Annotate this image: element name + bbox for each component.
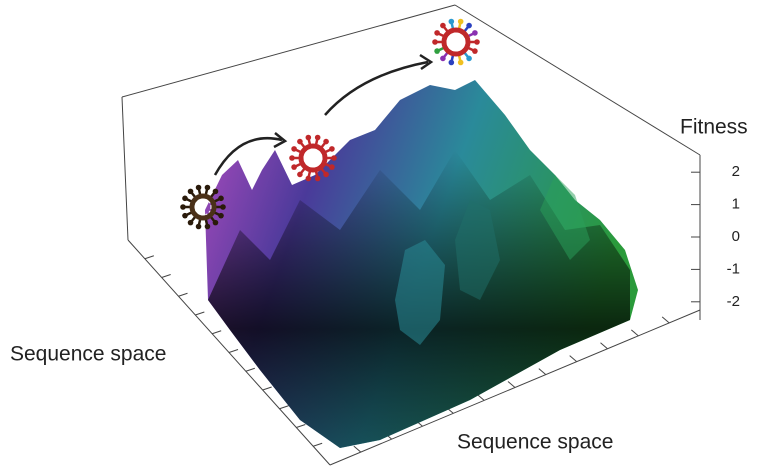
floor-tick [280, 406, 289, 409]
floor-tick [354, 446, 361, 452]
floor-tick [212, 331, 221, 334]
virus-spike-tip [218, 213, 224, 219]
virus-spike-tip [329, 164, 335, 170]
virus-spike-tip [440, 56, 446, 62]
virus-spike-tip [306, 176, 312, 182]
virus-spike-tip [196, 224, 202, 230]
z-tick-label: -1 [727, 260, 740, 277]
virus-spike-tip [458, 60, 464, 66]
floor-tick [263, 387, 272, 390]
virus-spike-tip [434, 48, 440, 54]
virus-spike-tip [196, 185, 202, 191]
virus-spike-tip [180, 204, 186, 210]
virus-spike-tip [182, 196, 188, 202]
virus-spike-tip [329, 146, 335, 152]
virus-spike-tip [218, 196, 224, 202]
floor-tick [179, 293, 188, 296]
floor-tick [508, 382, 515, 388]
z-tick-label: -2 [727, 293, 740, 310]
virus-spike-tip [434, 30, 440, 36]
virus-spike-tip [315, 135, 321, 141]
floor-tick [570, 356, 577, 362]
y-axis-label: Sequence space [457, 431, 613, 454]
virus-spike-tip [297, 139, 303, 145]
virus-spike-tip [472, 48, 478, 54]
virus-spike-tip [220, 204, 226, 210]
virus-body [304, 149, 322, 167]
z-tick-label: 1 [732, 196, 740, 213]
floor-tick [145, 256, 154, 259]
virus-spike-tip [323, 172, 329, 178]
virus-spike-tip [297, 172, 303, 178]
z-axis-label: Fitness [680, 116, 748, 139]
virus-spike-tip [213, 189, 219, 195]
fitness-surface [205, 80, 638, 448]
virus-spike-tip [289, 155, 295, 161]
floor-tick [195, 312, 204, 315]
z-tick-label: 0 [732, 228, 740, 245]
virus-spike-tip [440, 23, 446, 29]
virus-spike-tip [449, 60, 455, 66]
z-axis: 2 1 0 -1 -2 [691, 163, 740, 310]
virus-spike-tip [331, 155, 337, 161]
virus-spike-tip [205, 224, 211, 230]
virus-spike-tip [182, 213, 188, 219]
virus-spike-tip [449, 19, 455, 25]
virus-spike-tip [291, 146, 297, 152]
virus-spike-tip [188, 220, 194, 226]
virus-spike-tip [323, 139, 329, 145]
virus-spike-tip [472, 30, 478, 36]
floor-tick [631, 330, 638, 336]
virus-spike-tip [306, 135, 312, 141]
virus-body [444, 30, 468, 54]
floor-tick [296, 425, 305, 428]
floor-tick [601, 343, 608, 349]
virus-spike-tip [291, 164, 297, 170]
virus-spike-tip [213, 220, 219, 226]
virus-spike-tip [458, 19, 464, 25]
virus-body [301, 146, 325, 170]
virus-spike-tip [432, 39, 438, 45]
floor-tick [229, 350, 238, 353]
floor-tick [539, 369, 546, 375]
virus-spike-tip [474, 39, 480, 45]
virus-spike-tip [188, 189, 194, 195]
z-tick-label: 2 [732, 163, 740, 180]
x-axis-label: Sequence space [10, 343, 166, 366]
floor-tick [662, 317, 669, 323]
virus-spike-tip [205, 185, 211, 191]
floor-tick [313, 443, 322, 446]
virus-spike-tip [466, 56, 472, 62]
floor-tick [246, 368, 255, 371]
figure: 2 1 0 -1 -2 Fitness Sequence space Sequence … [0, 0, 764, 470]
virus-spike-tip [315, 176, 321, 182]
virus-spike-tip [466, 23, 472, 29]
floor-tick [162, 275, 171, 278]
virus-body [447, 33, 465, 51]
